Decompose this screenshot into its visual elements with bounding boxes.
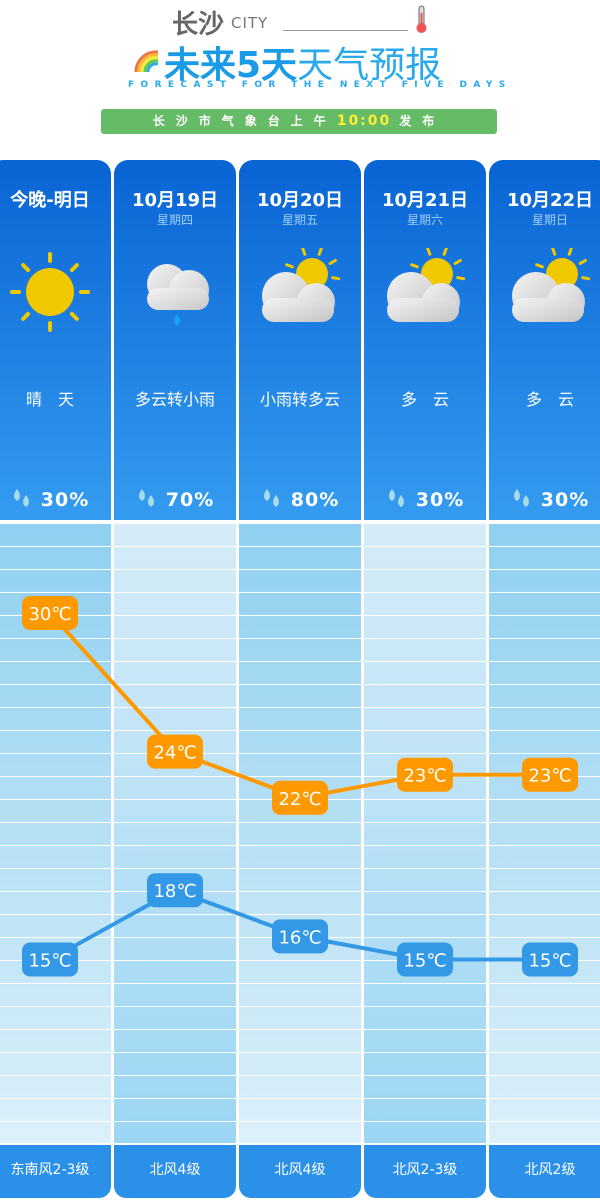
raindrops-icon	[263, 489, 279, 507]
sun-icon	[10, 252, 90, 332]
subtitle: FORECAST FOR THE NEXT FIVE DAYS	[128, 80, 512, 90]
wind-label: 北风2-3级	[364, 1145, 486, 1198]
temp-label-bg	[22, 942, 78, 977]
raindrops-icon	[138, 489, 154, 507]
wind-label: 北风4级	[239, 1145, 361, 1198]
chart-background	[364, 523, 486, 1143]
temp-label-bg	[522, 757, 578, 792]
sun-cloud-icon	[512, 248, 591, 322]
temp-label-bg	[397, 942, 453, 977]
raindrops-icon	[388, 489, 404, 507]
rain-chance: 80%	[239, 487, 361, 511]
temp-label: 22℃	[278, 789, 321, 810]
date-label: 10月21日	[381, 190, 469, 211]
high-temp-point: 30℃	[22, 596, 78, 630]
raindrops-icon	[13, 489, 29, 507]
temp-label-bg	[397, 757, 453, 792]
high-temp-point: 24℃	[147, 734, 203, 769]
city-name: 长沙	[172, 10, 225, 40]
temp-label: 18℃	[153, 881, 196, 902]
weather-text: 多 云	[400, 390, 449, 409]
city-en: CITY	[231, 14, 269, 32]
day-column: 10月21日 星期六 多 云 30% 北风2-3级	[364, 160, 486, 1198]
high-temp-point: 22℃	[272, 780, 328, 815]
weather-text: 晴 天	[25, 390, 74, 409]
low-temp-point: 15℃	[22, 942, 78, 977]
raindrops-icon	[513, 489, 529, 507]
publish-time: 10:00	[336, 113, 392, 129]
temp-label-bg	[522, 942, 578, 977]
rain-value: 30%	[40, 489, 90, 511]
sun-cloud-icon	[387, 248, 466, 322]
day-card: 10月19日 星期四 多云转小雨 70%	[114, 160, 236, 520]
temp-label: 15℃	[528, 951, 571, 972]
day-column: 10月20日 星期五 小雨转多云 80% 北风4级	[239, 160, 361, 1198]
rain-value: 70%	[165, 489, 215, 511]
day-card: 10月21日 星期六 多 云 30%	[364, 160, 486, 520]
publish-banner: 长沙市气象台上午10:00 发布	[101, 109, 497, 134]
high-temp-point: 23℃	[522, 757, 578, 792]
date-label: 10月22日	[506, 190, 594, 211]
day-column: 今晚-明日 晴 天 30% 东南风2-3级	[0, 160, 111, 1198]
rain-chance: 70%	[114, 487, 236, 511]
wind-label: 东南风2-3级	[0, 1145, 111, 1198]
low-temp-point: 18℃	[147, 873, 203, 908]
rainbow-icon	[134, 50, 159, 72]
chart-background	[489, 523, 600, 1143]
weekday-label: 星期日	[531, 213, 568, 227]
date-label: 10月19日	[131, 190, 219, 211]
title-thin: 天气预报	[297, 45, 442, 86]
temp-label-bg	[147, 734, 203, 769]
divider	[283, 30, 408, 31]
page-title: 未来5天天气预报	[164, 36, 441, 88]
temp-label-bg	[147, 873, 203, 908]
temp-label: 24℃	[153, 743, 196, 764]
rain-value: 30%	[415, 489, 465, 511]
weekday-label: 星期六	[406, 213, 443, 227]
day-card: 10月20日 星期五 小雨转多云 80%	[239, 160, 361, 520]
weather-text: 小雨转多云	[259, 390, 340, 409]
temp-label: 16℃	[278, 927, 321, 948]
low-temp-point: 16℃	[272, 919, 328, 954]
temp-label: 23℃	[403, 766, 446, 787]
publish-suffix: 发布	[399, 114, 446, 128]
rain-chance: 30%	[364, 487, 486, 511]
sun-cloud-icon	[262, 248, 341, 322]
rain-value: 80%	[290, 489, 340, 511]
high-temp-line	[48, 611, 550, 800]
day-card: 今晚-明日 晴 天 30%	[0, 160, 111, 520]
title-bold: 未来5天	[164, 45, 298, 86]
rain-chance: 30%	[489, 487, 600, 511]
temp-label-bg	[22, 596, 78, 630]
cloud-rain-icon	[147, 264, 209, 326]
temp-label-bg	[272, 919, 328, 954]
wind-label: 北风4级	[114, 1145, 236, 1198]
temp-label: 23℃	[528, 766, 571, 787]
weekday-label: 星期四	[156, 213, 193, 227]
date-label: 10月20日	[256, 190, 344, 211]
header: 长沙 CITY 未来5天天气预报 FORECAST FOR THE NEXT F…	[0, 0, 600, 140]
low-temp-point: 15℃	[522, 942, 578, 977]
day-column: 10月19日 星期四 多云转小雨 70% 北风4级	[114, 160, 236, 1198]
temp-label: 15℃	[403, 951, 446, 972]
date-label: 今晚-明日	[10, 190, 90, 211]
high-temp-point: 23℃	[397, 757, 453, 792]
chart-background	[239, 523, 361, 1143]
chart-background	[114, 523, 236, 1143]
low-temp-point: 15℃	[397, 942, 453, 977]
weather-text: 多 云	[525, 390, 574, 409]
temp-label-bg	[272, 780, 328, 815]
publish-prefix: 长沙市气象台上午	[152, 114, 337, 128]
day-card: 10月22日 星期日 多 云 30%	[489, 160, 600, 520]
rain-value: 30%	[540, 489, 590, 511]
wind-label: 北风2级	[489, 1145, 600, 1198]
weather-text: 多云转小雨	[134, 390, 215, 409]
temp-label: 15℃	[28, 951, 71, 972]
weekday-label: 星期五	[281, 213, 318, 227]
day-column: 10月22日 星期日 多 云 30% 北风2级	[489, 160, 600, 1198]
temp-label: 30℃	[28, 604, 71, 625]
rain-chance: 30%	[0, 487, 111, 511]
thermometer-icon	[416, 5, 427, 33]
